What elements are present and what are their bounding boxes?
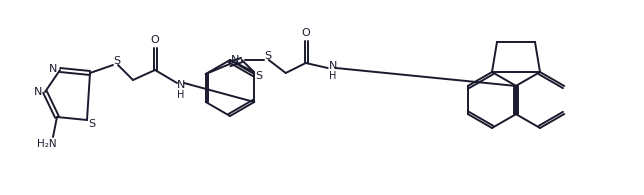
Text: N: N: [328, 61, 337, 71]
Text: N: N: [49, 64, 57, 74]
Text: S: S: [113, 56, 120, 66]
Text: H₂N: H₂N: [37, 139, 57, 149]
Text: S: S: [88, 119, 95, 129]
Text: O: O: [301, 28, 310, 38]
Text: N: N: [231, 55, 239, 65]
Text: S: S: [256, 71, 263, 81]
Text: O: O: [151, 35, 159, 45]
Text: S: S: [264, 51, 271, 61]
Text: H: H: [177, 90, 185, 100]
Text: N: N: [177, 80, 185, 90]
Text: N: N: [34, 87, 43, 97]
Text: H: H: [329, 71, 336, 81]
